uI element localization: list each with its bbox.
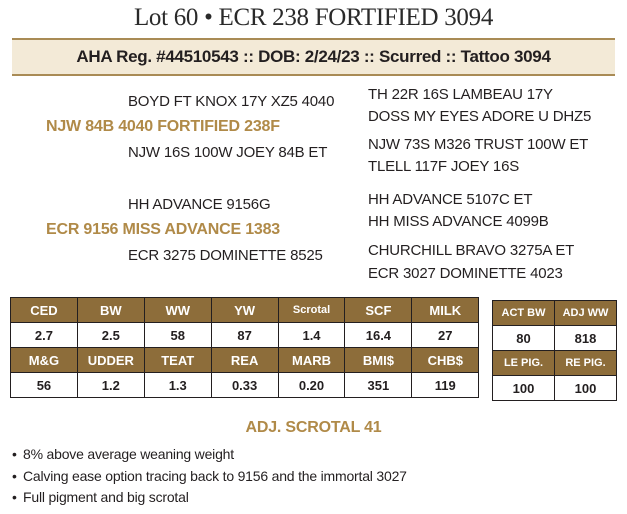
actual-header-row: ACT BW ADJ WW [492,300,617,326]
pedigree-dam: ECR 9156 MISS ADVANCE 1383 [46,221,281,238]
pedigree-sire-dam-sire: NJW 73S M326 TRUST 100W ET [368,136,589,153]
adj-scrotal: ADJ. SCROTAL 41 [245,419,382,436]
epd-value-cell: 27 [411,322,480,348]
actual-header-cell: ADJ WW [554,300,617,326]
pedigree-dam-dam: ECR 3275 DOMINETTE 8525 [128,247,323,264]
actual-value-cell: 100 [554,375,617,401]
pedigree-dam-sire: HH ADVANCE 9156G [128,196,271,213]
actual-header-cell: ACT BW [492,300,555,326]
actual-value-row: 80 818 [492,325,617,351]
note-text: 8% above average weaning weight [23,446,234,462]
epd-value-row: 56 1.2 1.3 0.33 0.20 351 119 [10,372,480,398]
pedigree-dam-sire-sire: HH ADVANCE 5107C ET [368,191,533,208]
pedigree-sire-sire-dam: DOSS MY EYES ADORE U DHZ5 [368,108,592,125]
pedigree-dam-dam-dam: ECR 3027 DOMINETTE 4023 [368,265,563,282]
epd-value-cell: 0.33 [210,372,279,398]
pedigree-sire-dam-dam: TLELL 117F JOEY 16S [368,158,520,175]
epd-table: CED BW WW YW Scrotal SCF MILK 2.7 2.5 58… [10,297,480,398]
epd-header-row: M&G UDDER TEAT REA MARB BMI$ CHB$ [10,347,480,373]
epd-header-cell: BW [76,297,145,323]
actual-header-cell: LE PIG. [492,350,555,376]
pedigree-dam-sire-dam: HH MISS ADVANCE 4099B [368,213,549,230]
epd-header-cell: MARB [277,347,346,373]
epd-value-cell: 2.7 [10,322,78,348]
epd-value-cell: 16.4 [344,322,413,348]
actual-value-cell: 80 [492,325,555,351]
actual-header-row: LE PIG. RE PIG. [492,350,617,376]
epd-header-cell: SCF [344,297,413,323]
epd-header-cell: MILK [411,297,480,323]
bullet-icon: • [12,446,17,462]
lot-title: Lot 60 • ECR 238 FORTIFIED 3094 [133,4,494,31]
epd-value-cell: 1.4 [277,322,346,348]
pedigree-dam-dam-sire: CHURCHILL BRAVO 3275A ET [368,242,575,259]
epd-header-cell: BMI$ [344,347,413,373]
note-text: Calving ease option tracing back to 9156… [23,467,407,484]
epd-value-cell: 1.3 [143,372,212,398]
epd-value-cell: 2.5 [76,322,145,348]
epd-value-cell: 0.20 [277,372,346,398]
epd-value-cell: 58 [143,322,212,348]
actual-measures-table: ACT BW ADJ WW 80 818 LE PIG. RE PIG. 100… [492,300,617,401]
epd-value-cell: 56 [10,372,78,398]
pedigree-sire: NJW 84B 4040 FORTIFIED 238F [46,118,280,135]
actual-value-cell: 818 [554,325,617,351]
notes-list: • 8% above average weaning weight • Calvin… [12,444,407,509]
epd-value-cell: 119 [411,372,480,398]
epd-header-cell: CED [10,297,78,323]
note-item: • Full pigment and big scrotal [12,487,407,509]
epd-value-row: 2.7 2.5 58 87 1.4 16.4 27 [10,322,480,348]
epd-header-cell: WW [143,297,212,323]
epd-header-row: CED BW WW YW Scrotal SCF MILK [10,297,480,323]
note-item: • Calving ease option tracing back to 915… [12,466,407,488]
actual-value-cell: 100 [492,375,555,401]
registration-line: AHA Reg. #44510543 :: DOB: 2/24/23 :: Sc… [76,47,551,66]
registration-bar: AHA Reg. #44510543 :: DOB: 2/24/23 :: Sc… [12,38,615,76]
note-text: Full pigment and big scrotal [23,489,189,505]
pedigree-sire-sire-sire: TH 22R 16S LAMBEAU 17Y [368,86,553,103]
actual-value-row: 100 100 [492,375,617,401]
pedigree-sire-sire: BOYD FT KNOX 17Y XZ5 4040 [128,93,335,110]
epd-value-cell: 351 [344,372,413,398]
note-item: • 8% above average weaning weight [12,444,407,466]
epd-header-cell: M&G [10,347,78,373]
epd-header-cell: Scrotal [277,297,346,323]
actual-header-cell: RE PIG. [554,350,617,376]
epd-header-cell: REA [210,347,279,373]
epd-header-cell: UDDER [76,347,145,373]
epd-value-cell: 87 [210,322,279,348]
bullet-icon: • [12,467,17,484]
epd-header-cell: TEAT [143,347,212,373]
epd-header-cell: YW [210,297,279,323]
bullet-icon: • [12,489,17,505]
epd-value-cell: 1.2 [76,372,145,398]
epd-header-cell: CHB$ [411,347,480,373]
pedigree-sire-dam: NJW 16S 100W JOEY 84B ET [128,144,328,161]
